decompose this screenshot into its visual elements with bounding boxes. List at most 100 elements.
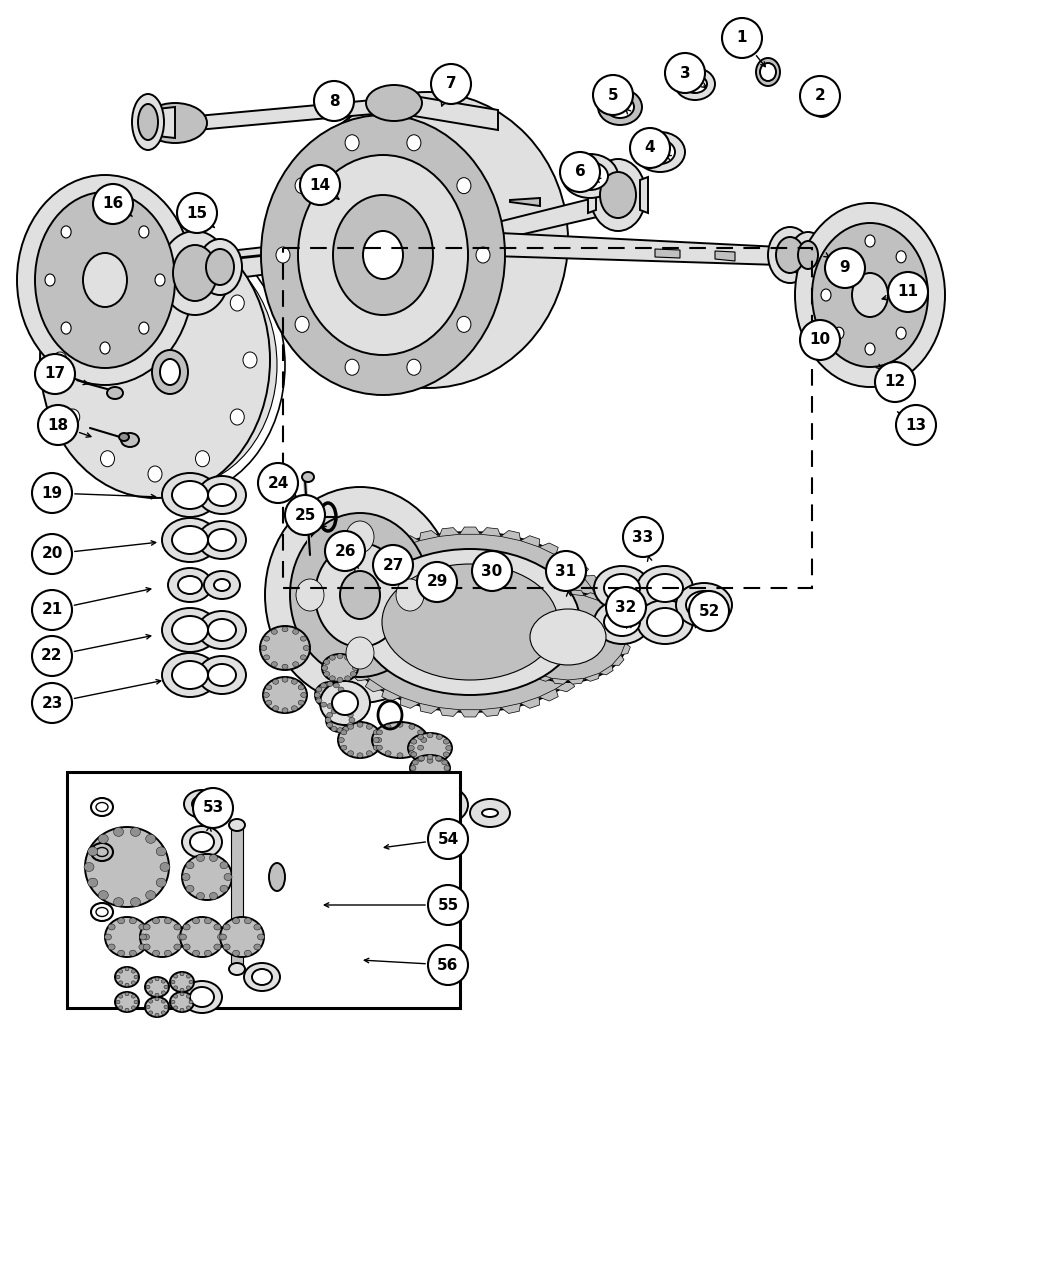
Ellipse shape (66, 409, 80, 425)
Ellipse shape (337, 708, 343, 713)
Ellipse shape (40, 222, 270, 499)
Ellipse shape (180, 935, 187, 940)
Ellipse shape (125, 983, 129, 987)
Polygon shape (512, 655, 524, 666)
Polygon shape (501, 530, 521, 541)
Ellipse shape (100, 342, 110, 354)
Ellipse shape (291, 680, 297, 685)
Ellipse shape (360, 550, 580, 695)
Ellipse shape (327, 704, 333, 709)
Ellipse shape (326, 708, 354, 732)
Ellipse shape (156, 847, 166, 856)
Polygon shape (600, 599, 613, 609)
Circle shape (177, 193, 217, 233)
Ellipse shape (261, 115, 505, 395)
Ellipse shape (353, 666, 358, 671)
Text: 15: 15 (187, 205, 208, 221)
Ellipse shape (243, 352, 257, 368)
Ellipse shape (192, 796, 212, 812)
Circle shape (93, 184, 133, 224)
Ellipse shape (205, 918, 211, 924)
Polygon shape (568, 678, 585, 685)
Polygon shape (621, 643, 630, 655)
Ellipse shape (130, 827, 141, 836)
Polygon shape (328, 615, 338, 629)
Ellipse shape (337, 677, 343, 682)
Ellipse shape (348, 723, 353, 728)
Ellipse shape (768, 227, 812, 283)
Polygon shape (512, 608, 524, 620)
Ellipse shape (116, 975, 120, 979)
Ellipse shape (208, 484, 236, 506)
Polygon shape (498, 194, 610, 240)
Ellipse shape (119, 994, 123, 998)
Ellipse shape (119, 980, 123, 984)
Ellipse shape (148, 465, 162, 482)
Ellipse shape (327, 681, 333, 686)
Circle shape (630, 128, 670, 168)
Text: 25: 25 (294, 507, 316, 523)
Ellipse shape (252, 969, 272, 986)
Polygon shape (551, 678, 568, 685)
Ellipse shape (635, 133, 685, 172)
Circle shape (373, 544, 413, 585)
Ellipse shape (101, 254, 114, 269)
Ellipse shape (260, 645, 267, 650)
Ellipse shape (196, 854, 205, 862)
Ellipse shape (108, 944, 116, 950)
Polygon shape (537, 593, 551, 601)
Ellipse shape (337, 728, 343, 733)
Ellipse shape (129, 950, 136, 956)
Polygon shape (420, 704, 439, 714)
Ellipse shape (208, 529, 236, 551)
Polygon shape (400, 536, 420, 547)
Ellipse shape (171, 1000, 175, 1003)
Ellipse shape (372, 722, 428, 759)
Ellipse shape (262, 677, 307, 713)
Ellipse shape (790, 232, 826, 278)
Ellipse shape (293, 630, 298, 634)
Polygon shape (460, 231, 780, 265)
Ellipse shape (66, 295, 80, 311)
Polygon shape (592, 643, 607, 655)
Text: 24: 24 (268, 476, 289, 491)
Ellipse shape (189, 1000, 193, 1003)
Circle shape (35, 354, 75, 394)
Ellipse shape (198, 521, 246, 558)
Text: 8: 8 (329, 93, 339, 108)
Ellipse shape (180, 973, 184, 975)
Ellipse shape (357, 722, 363, 727)
Ellipse shape (155, 977, 159, 980)
Ellipse shape (411, 740, 417, 745)
Ellipse shape (146, 891, 155, 900)
Ellipse shape (427, 759, 433, 764)
Ellipse shape (594, 601, 650, 644)
Ellipse shape (174, 924, 181, 929)
Polygon shape (583, 655, 600, 668)
Ellipse shape (208, 618, 236, 641)
Bar (231, 827, 243, 966)
Ellipse shape (84, 862, 94, 872)
Polygon shape (439, 528, 460, 537)
Polygon shape (420, 530, 439, 541)
Circle shape (32, 636, 72, 676)
Circle shape (430, 64, 471, 105)
Ellipse shape (162, 1011, 165, 1015)
Ellipse shape (675, 68, 715, 99)
Ellipse shape (323, 659, 330, 664)
Ellipse shape (173, 1006, 177, 1010)
Polygon shape (612, 608, 624, 620)
Ellipse shape (852, 273, 888, 317)
Ellipse shape (330, 676, 335, 681)
Ellipse shape (264, 655, 270, 660)
Polygon shape (510, 198, 540, 207)
Ellipse shape (604, 574, 640, 602)
Ellipse shape (214, 944, 220, 950)
Polygon shape (585, 593, 600, 601)
Ellipse shape (77, 244, 277, 487)
Ellipse shape (331, 727, 337, 732)
Ellipse shape (340, 571, 380, 618)
Ellipse shape (139, 226, 149, 238)
Ellipse shape (337, 654, 343, 659)
Ellipse shape (177, 935, 185, 940)
